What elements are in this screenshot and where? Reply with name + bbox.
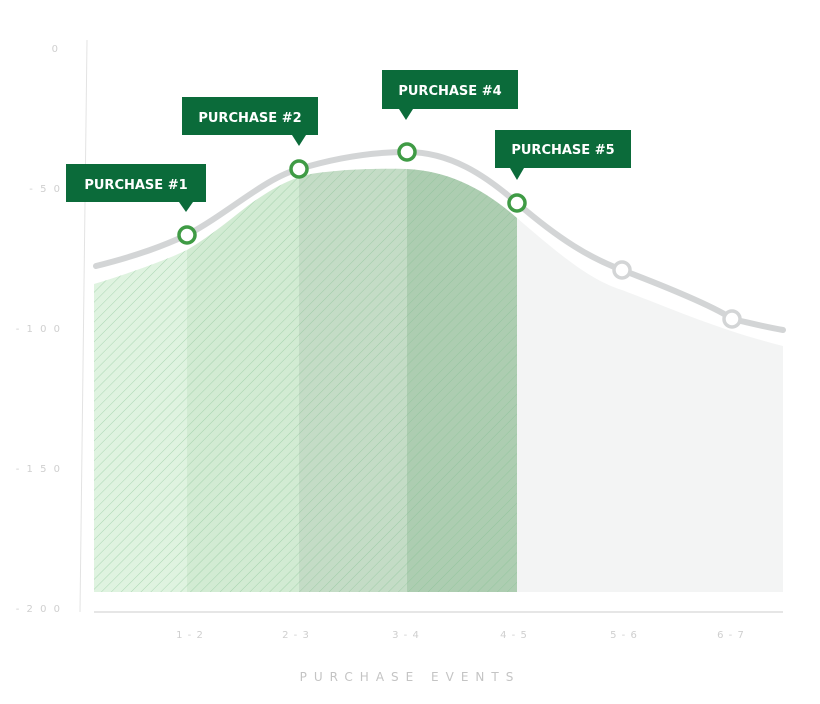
trend-curve <box>93 148 786 333</box>
marker-5-6[interactable] <box>612 260 632 280</box>
marker-purchase-4[interactable] <box>397 142 417 162</box>
y-tick-150: - 1 5 0 <box>16 464 62 475</box>
x-tick-5-6: 5 - 6 <box>610 630 638 641</box>
x-tick-1-2: 1 - 2 <box>176 630 204 641</box>
x-tick-4-5: 4 - 5 <box>500 630 528 641</box>
x-tick-3-4: 3 - 4 <box>392 630 420 641</box>
callout-label: PURCHASE #2 <box>198 111 301 126</box>
green-shaded-area <box>94 168 517 592</box>
y-tick-50: - 5 0 <box>29 184 62 195</box>
marker-purchase-2[interactable] <box>289 159 309 179</box>
marker-6-7[interactable] <box>722 309 742 329</box>
callout-purchase-5: PURCHASE #5 <box>495 130 631 180</box>
marker-purchase-1[interactable] <box>177 225 197 245</box>
y-axis-line <box>79 39 88 613</box>
marker-purchase-5[interactable] <box>507 193 527 213</box>
hatch-overlay <box>94 168 517 592</box>
y-tick-0: 0 <box>52 44 60 55</box>
y-tick-100: - 1 0 0 <box>16 324 62 335</box>
callout-label: PURCHASE #5 <box>511 143 614 158</box>
y-tick-200: - 2 0 0 <box>16 604 62 615</box>
x-tick-6-7: 6 - 7 <box>717 630 745 641</box>
callout-label: PURCHASE #4 <box>398 84 501 99</box>
callout-purchase-2: PURCHASE #2 <box>182 97 318 146</box>
x-tick-2-3: 2 - 3 <box>282 630 310 641</box>
grey-area <box>517 218 783 592</box>
callout-purchase-1: PURCHASE #1 <box>66 164 206 212</box>
x-axis-title: PURCHASE EVENTS <box>300 670 521 684</box>
callout-purchase-4: PURCHASE #4 <box>382 70 518 120</box>
callout-label: PURCHASE #1 <box>84 178 187 193</box>
